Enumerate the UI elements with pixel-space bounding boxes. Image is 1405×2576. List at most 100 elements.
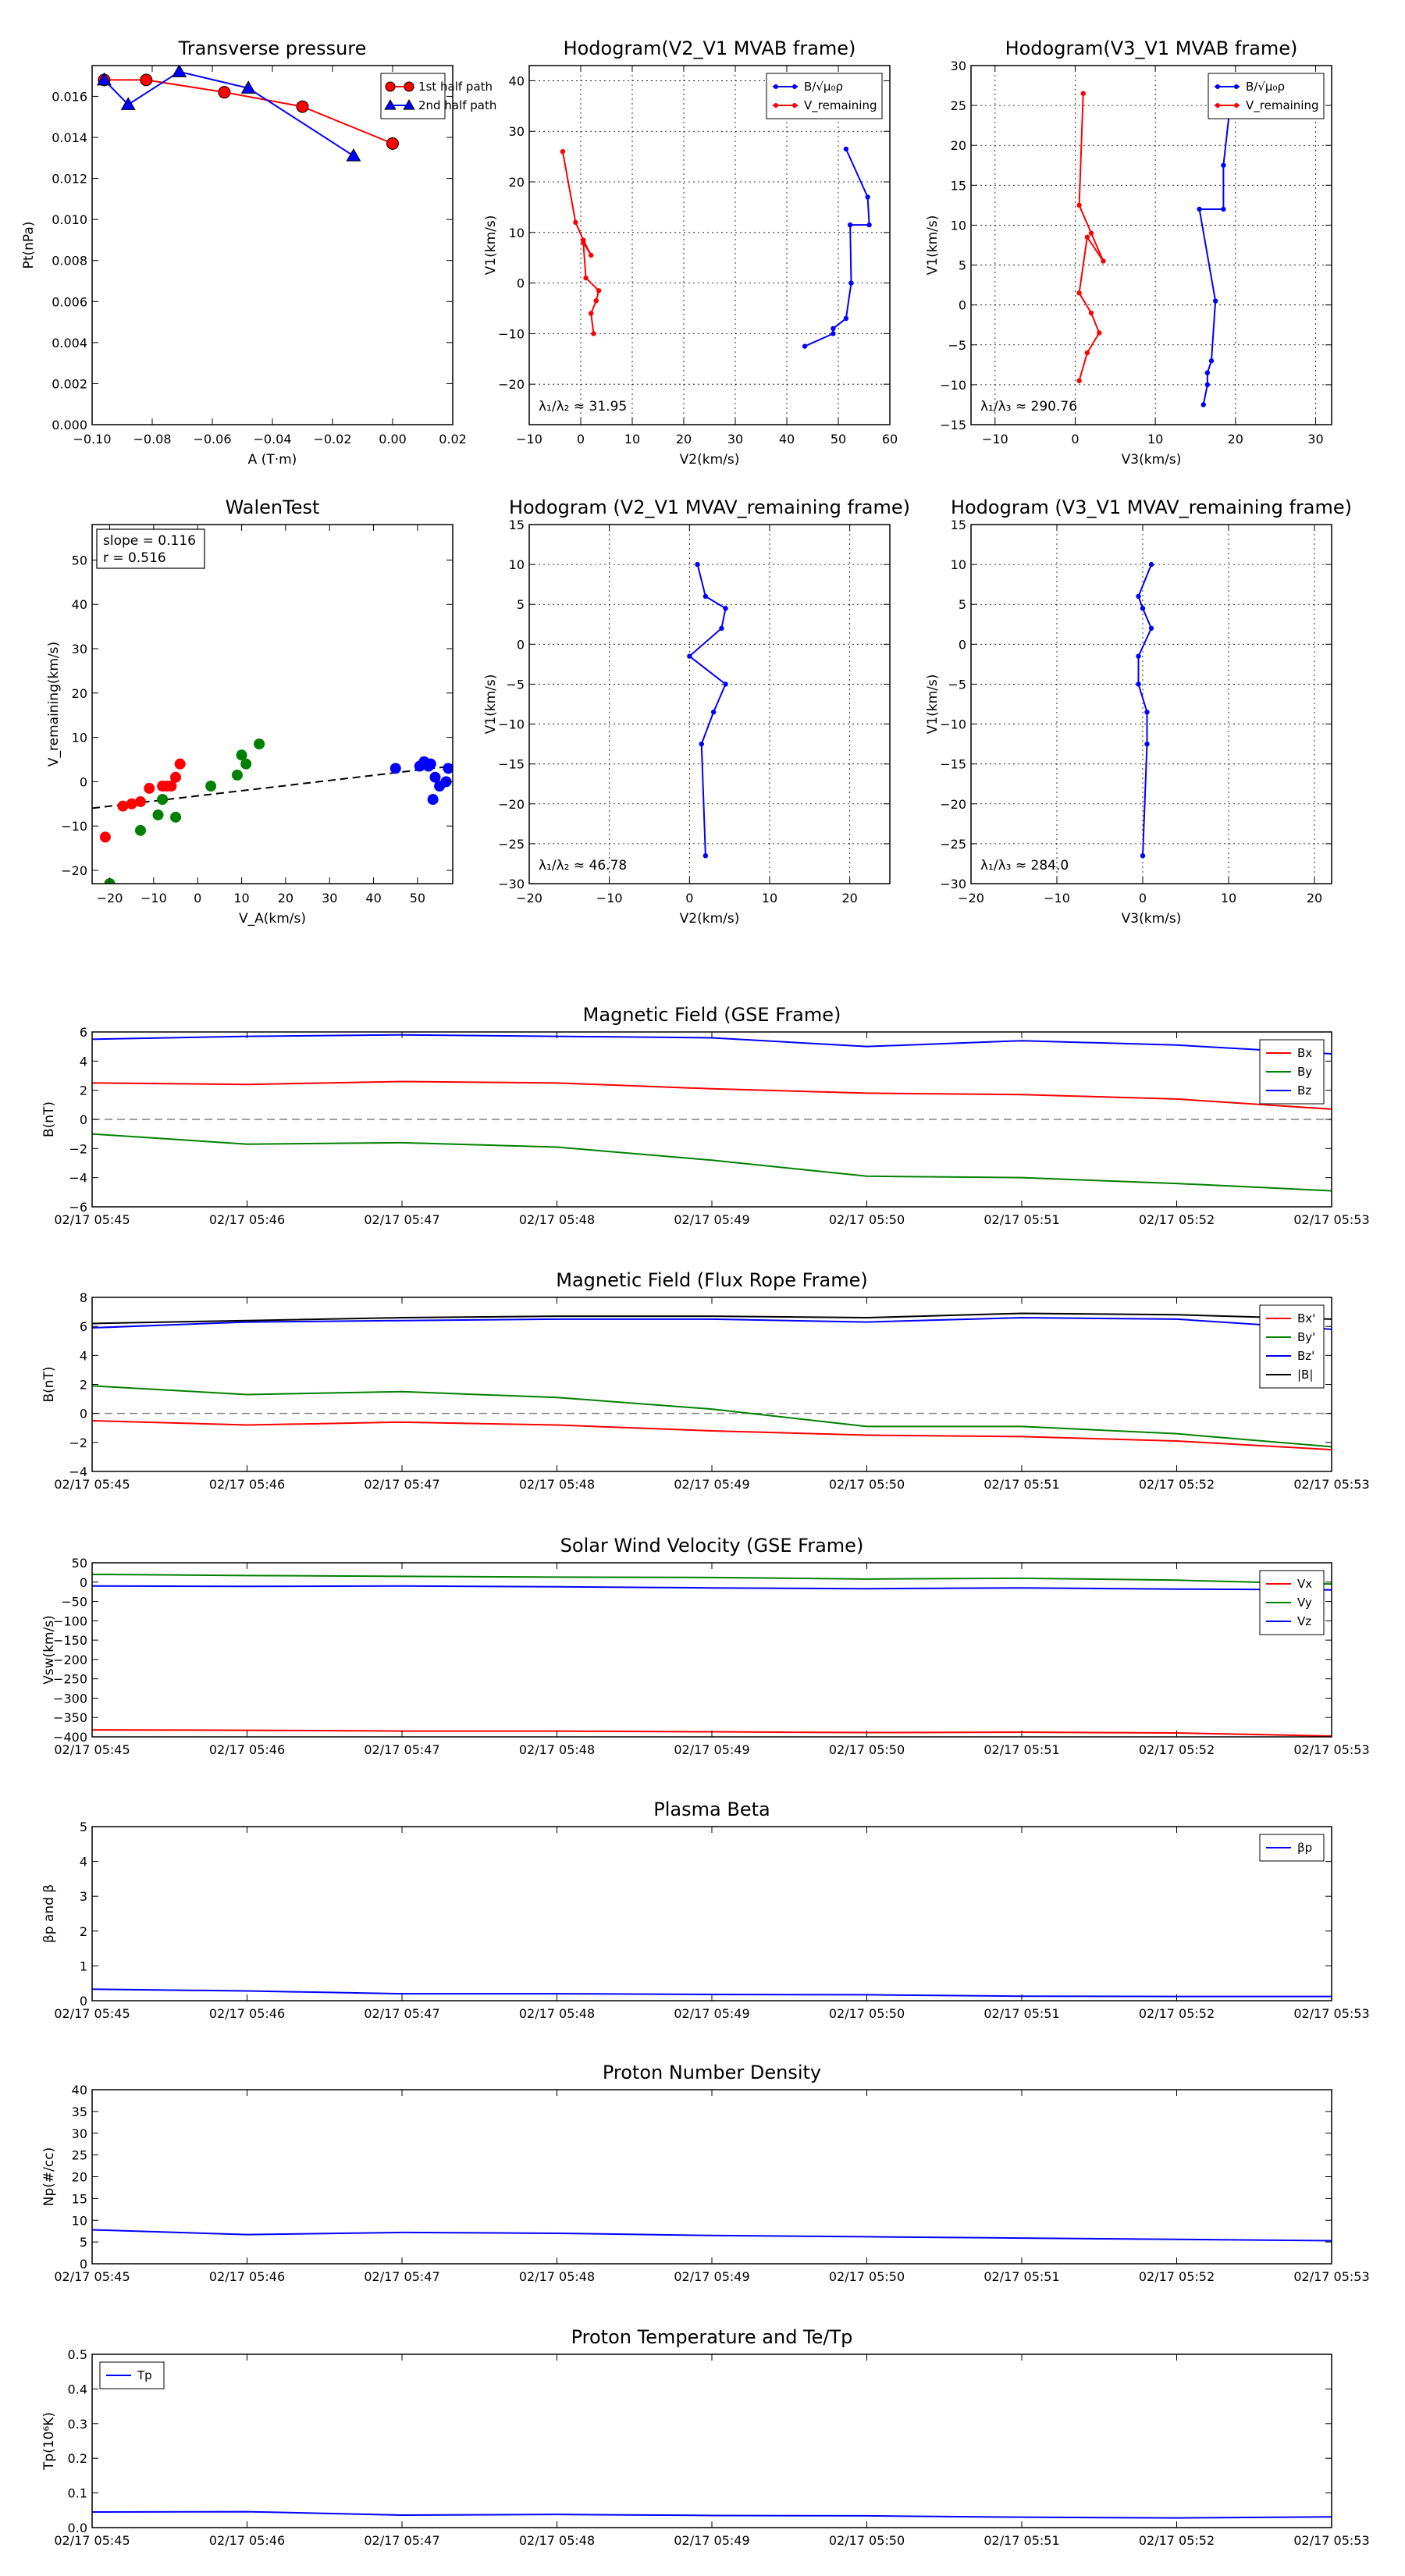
plot-area xyxy=(92,2510,1332,2519)
legend-marker xyxy=(774,84,778,89)
data-point xyxy=(591,331,596,336)
series-1 xyxy=(92,1573,1332,1585)
chart-hodo_v3_mvav: Hodogram (V3_V1 MVAV_remaining frame) −30… xyxy=(925,496,1352,927)
series-line xyxy=(92,1585,1332,1591)
chart-title: Magnetic Field (GSE Frame) xyxy=(583,1004,841,1026)
x-tick-label: 02/17 05:51 xyxy=(984,1212,1059,1227)
axes-frame xyxy=(970,65,1332,425)
y-tick-label: −25 xyxy=(498,837,525,852)
data-point xyxy=(1097,330,1102,336)
y-tick-label: 5 xyxy=(959,597,966,612)
y-tick-label: 0.4 xyxy=(68,2382,87,2396)
data-point xyxy=(1140,606,1146,611)
x-tick-label: 02/17 05:52 xyxy=(1139,1742,1215,1757)
x-tick-label: 02/17 05:52 xyxy=(1139,2006,1215,2021)
chart-bfr: Magnetic Field (Flux Rope Frame) −4 −2 0 2 4 6… xyxy=(41,1269,1370,1492)
y-tick-label: 30 xyxy=(72,2126,87,2141)
y-tick-label: 0.5 xyxy=(68,2347,87,2362)
grid xyxy=(971,66,1332,425)
chart-tp: Transverse pressure 0.000 0.002 0.004 0.006 0… xyxy=(21,37,496,468)
y-tick-label: −10 xyxy=(61,819,87,834)
series-1 xyxy=(104,738,265,884)
data-point xyxy=(843,146,849,152)
y-tick-label: 20 xyxy=(72,2170,87,2185)
chart-title: Hodogram (V2_V1 MVAV_remaining frame) xyxy=(509,496,910,518)
y-axis-label: Np(#/cc) xyxy=(41,2147,57,2206)
y-axis-label: βp and β xyxy=(41,1884,57,1943)
x-tick-label: 02/17 05:46 xyxy=(209,1212,285,1227)
x-axis-label: V2(km/s) xyxy=(680,911,740,927)
y-axis-label: V_remaining(km/s) xyxy=(46,642,62,767)
legend-marker xyxy=(1234,84,1239,89)
series-0 xyxy=(92,1988,1332,1998)
y-tick-label: 50 xyxy=(72,1556,87,1571)
legend-label: Bx xyxy=(1297,1046,1312,1060)
eigenvalue-ratio: λ₁/λ₃ ≈ 284.0 xyxy=(980,858,1069,873)
y-tick-label: −15 xyxy=(940,418,966,432)
x-tick-label: 0 xyxy=(1139,891,1147,906)
series-line xyxy=(92,1988,1332,1998)
data-point xyxy=(389,763,401,774)
y-tick-label: −150 xyxy=(53,1633,87,1648)
x-tick-label: 02/17 05:45 xyxy=(54,1742,130,1757)
series-line xyxy=(92,1419,1332,1451)
axes-frame xyxy=(528,65,891,425)
y-tick-label: −350 xyxy=(53,1710,87,1725)
data-point xyxy=(699,741,704,747)
axes-frame xyxy=(91,65,454,425)
x-tick-label: −0.04 xyxy=(253,432,291,447)
data-point xyxy=(1136,593,1141,600)
x-tick-label: 02/17 05:48 xyxy=(519,2533,595,2548)
data-point xyxy=(440,776,452,788)
data-point xyxy=(152,809,164,820)
y-axis-label: Vsw(km/s) xyxy=(41,1615,57,1685)
data-point xyxy=(847,222,853,228)
chart-title: WalenTest xyxy=(226,496,320,518)
data-point xyxy=(386,137,399,150)
data-point xyxy=(1101,258,1106,264)
x-tick-label: 20 xyxy=(676,432,692,447)
eigenvalue-ratio: λ₁/λ₃ ≈ 290.76 xyxy=(980,399,1077,415)
y-tick-label: 10 xyxy=(509,557,525,572)
x-tick-label: 02/17 05:48 xyxy=(519,1212,595,1227)
legend-marker xyxy=(384,99,397,110)
x-tick-label: 02/17 05:51 xyxy=(984,2269,1059,2284)
x-tick-label: 02/17 05:53 xyxy=(1293,2269,1369,2284)
x-tick-label: 02/17 05:53 xyxy=(1293,2533,1369,2548)
x-tick-label: 30 xyxy=(322,891,337,906)
series-line xyxy=(1078,93,1104,382)
series-1 xyxy=(1076,91,1106,383)
x-tick-label: 02/17 05:52 xyxy=(1139,2533,1215,2548)
chart-title: Hodogram (V3_V1 MVAV_remaining frame) xyxy=(951,496,1352,518)
data-point xyxy=(687,653,692,659)
x-tick-label: 02/17 05:49 xyxy=(674,2006,749,2021)
y-tick-label: 40 xyxy=(509,73,525,88)
chart-title: Magnetic Field (Flux Rope Frame) xyxy=(556,1269,867,1291)
y-tick-label: 3 xyxy=(80,1889,87,1904)
y-tick-label: 10 xyxy=(951,557,966,572)
y-tick-label: −5 xyxy=(948,338,966,353)
data-point xyxy=(1208,358,1215,364)
y-tick-label: −6 xyxy=(69,1200,87,1215)
series-0 xyxy=(92,1419,1332,1451)
data-point xyxy=(1148,625,1154,632)
chart-title: Hodogram(V2_V1 MVAB frame) xyxy=(564,37,856,59)
y-tick-label: 0.3 xyxy=(68,2417,87,2432)
axes-frame xyxy=(91,2089,1332,2265)
data-point xyxy=(573,219,578,226)
y-tick-label: 20 xyxy=(951,138,966,153)
x-tick-label: −10 xyxy=(982,432,1008,447)
x-tick-label: 02/17 05:52 xyxy=(1139,1477,1215,1492)
data-point xyxy=(723,606,728,611)
x-tick-label: 02/17 05:47 xyxy=(364,1742,439,1757)
data-point xyxy=(140,73,153,87)
legend-marker xyxy=(792,84,797,89)
legend-frame xyxy=(1208,73,1325,119)
y-tick-label: 6 xyxy=(80,1025,87,1040)
data-point xyxy=(218,86,231,99)
x-tick-label: 02/17 05:46 xyxy=(209,1477,285,1492)
data-point xyxy=(848,280,854,286)
axes-frame xyxy=(528,524,891,884)
y-tick-label: 2 xyxy=(80,1378,87,1393)
y-tick-label: 15 xyxy=(951,178,966,193)
